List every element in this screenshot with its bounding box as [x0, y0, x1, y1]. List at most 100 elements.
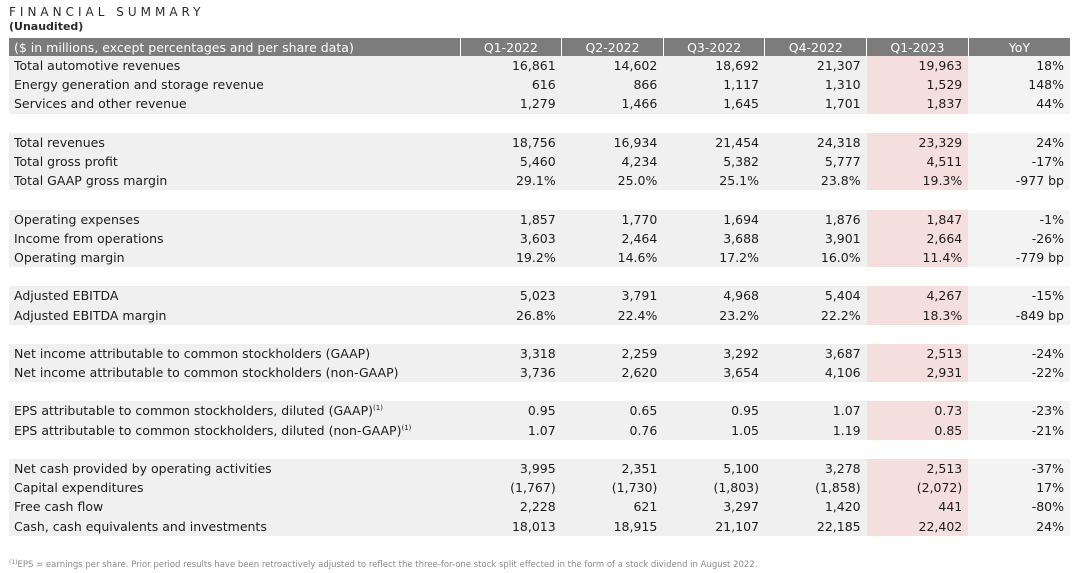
row-spacer — [9, 267, 1070, 287]
page-title: FINANCIAL SUMMARY — [9, 5, 205, 19]
value-cell: 1,117 — [663, 75, 765, 95]
table-row: Adjusted EBITDA margin 26.8% 22.4% 23.2% 22.… — [9, 305, 1070, 325]
yoy-cell: 44% — [968, 94, 1070, 114]
table-row: Total automotive revenues 16,861 14,602 18,… — [9, 56, 1070, 76]
value-cell: 18,756 — [460, 132, 562, 152]
column-header: Q3-2022 — [662, 38, 765, 56]
value-cell: 18,013 — [460, 516, 562, 536]
value-cell: 3,318 — [460, 343, 562, 363]
value-cell: 2,351 — [561, 458, 664, 479]
table-row: Operating margin 19.2% 14.6% 17.2% 16.0% 11.4… — [9, 247, 1070, 268]
row-label-text: Total gross profit — [14, 154, 118, 170]
row-label: Services and other revenue — [9, 94, 461, 114]
value-cell: 23.2% — [663, 305, 765, 325]
row-label-text: Operating expenses — [14, 211, 140, 227]
value-cell: 18,692 — [663, 56, 765, 76]
table-header-row: ($ in millions, except percentages and p… — [9, 38, 1070, 56]
value-cell: 1,770 — [561, 209, 664, 229]
value-cell: 0.65 — [561, 401, 664, 421]
current-quarter-cell: 4,511 — [866, 151, 969, 172]
yoy-cell: -779 bp — [968, 247, 1070, 268]
row-label: Capital expenditures — [9, 478, 461, 498]
value-cell: (1,767) — [460, 478, 562, 498]
value-cell: 21,107 — [663, 516, 765, 536]
page-subtitle: (Unaudited) — [9, 20, 84, 33]
yoy-cell: -21% — [968, 420, 1070, 440]
row-label: Adjusted EBITDA — [9, 286, 461, 306]
current-quarter-cell: 19.3% — [866, 171, 969, 191]
row-spacer — [9, 190, 1070, 210]
yoy-cell: -37% — [968, 458, 1070, 479]
current-quarter-cell: 4,267 — [866, 286, 969, 306]
row-label: Income from operations — [9, 228, 461, 248]
yoy-cell: -849 bp — [968, 305, 1070, 325]
value-cell: 1,420 — [764, 497, 867, 517]
row-spacer — [9, 439, 1070, 459]
value-cell: 1.07 — [764, 401, 867, 421]
current-quarter-cell: 1,847 — [866, 209, 969, 229]
yoy-cell: -26% — [968, 228, 1070, 248]
current-quarter-cell: 1,837 — [866, 94, 969, 114]
value-cell: 18,915 — [561, 516, 664, 536]
table-row: Operating expenses 1,857 1,770 1,694 1,876 1,… — [9, 209, 1070, 229]
value-cell: 24,318 — [764, 132, 867, 152]
value-cell: 22.4% — [561, 305, 664, 325]
row-label: Total revenues — [9, 132, 461, 152]
value-cell: (1,803) — [663, 478, 765, 498]
value-cell: 3,603 — [460, 228, 562, 248]
value-cell: 2,259 — [561, 343, 664, 363]
value-cell: 22,185 — [764, 516, 867, 536]
yoy-cell: 24% — [968, 516, 1070, 536]
table-row: Income from operations 3,603 2,464 3,688 3,9… — [9, 228, 1070, 248]
current-quarter-cell: 2,931 — [866, 363, 969, 383]
table-row: Total gross profit 5,460 4,234 5,382 5,777 4,… — [9, 151, 1070, 172]
value-cell: 3,901 — [764, 228, 867, 248]
value-cell: 1,310 — [764, 75, 867, 95]
row-label: Free cash flow — [9, 497, 461, 517]
footnote-text: EPS = earnings per share. Prior period r… — [17, 560, 758, 570]
row-label-text: Total GAAP gross margin — [14, 173, 168, 189]
column-header: Q4-2022 — [764, 38, 867, 56]
value-cell: 22.2% — [764, 305, 867, 325]
value-cell: 1.07 — [460, 420, 562, 440]
yoy-cell: -23% — [968, 401, 1070, 421]
header-label: ($ in millions, except percentages and p… — [9, 38, 461, 56]
current-quarter-cell: 19,963 — [866, 56, 969, 76]
value-cell: (1,858) — [764, 478, 867, 498]
value-cell: 5,777 — [764, 151, 867, 172]
spacer-cell — [9, 113, 1070, 133]
row-label: Net cash provided by operating activitie… — [9, 458, 461, 479]
table-row: Services and other revenue 1,279 1,466 1,64… — [9, 94, 1070, 114]
row-label: EPS attributable to common stockholders,… — [9, 420, 461, 440]
value-cell: 23.8% — [764, 171, 867, 191]
footnote-reference: (1) — [373, 404, 383, 413]
yoy-cell: -1% — [968, 209, 1070, 229]
row-label: Operating expenses — [9, 209, 461, 229]
yoy-cell: -22% — [968, 363, 1070, 383]
table-row: Net cash provided by operating activitie… — [9, 458, 1070, 479]
value-cell: 25.0% — [561, 171, 664, 191]
value-cell: 29.1% — [460, 171, 562, 191]
value-cell: 16,934 — [561, 132, 664, 152]
row-label: Energy generation and storage revenue — [9, 75, 461, 95]
footnote-reference: (1) — [401, 423, 412, 432]
value-cell: 616 — [460, 75, 562, 95]
value-cell: 5,460 — [460, 151, 562, 172]
value-cell: 1.19 — [764, 420, 867, 440]
yoy-cell: -977 bp — [968, 171, 1070, 191]
value-cell: 4,968 — [663, 286, 765, 306]
row-label-text: Energy generation and storage revenue — [14, 77, 264, 93]
row-label-text: EPS attributable to common stockholders,… — [14, 422, 402, 438]
value-cell: 3,736 — [460, 363, 562, 383]
yoy-cell: 148% — [968, 75, 1070, 95]
value-cell: 3,995 — [460, 458, 562, 479]
current-quarter-cell: 0.73 — [866, 401, 969, 421]
table-row: Net income attributable to common stockh… — [9, 363, 1070, 383]
value-cell: 5,382 — [663, 151, 765, 172]
table-row: EPS attributable to common stockholders,… — [9, 420, 1070, 440]
value-cell: 1,694 — [663, 209, 765, 229]
value-cell: 5,100 — [663, 458, 765, 479]
value-cell: 3,297 — [663, 497, 765, 517]
value-cell: 1,466 — [561, 94, 664, 114]
row-label: Cash, cash equivalents and investments — [9, 516, 461, 536]
